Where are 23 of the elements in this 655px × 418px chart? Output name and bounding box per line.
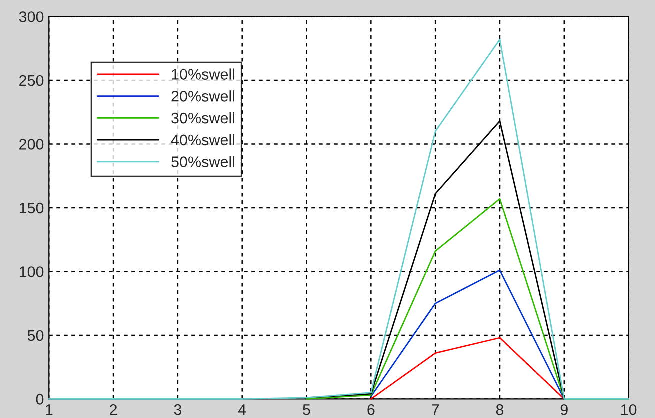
x-tick-label: 2 — [110, 404, 118, 416]
x-tick-label: 10 — [621, 404, 637, 416]
x-tick-label: 6 — [368, 404, 375, 416]
x-tick-label: 5 — [303, 404, 310, 416]
x-tick-label: 8 — [496, 404, 504, 416]
legend-label: 50%swell — [172, 156, 235, 168]
x-tick-label: 3 — [174, 404, 182, 416]
line-series — [370, 270, 566, 400]
legend-label: 40%swell — [171, 134, 235, 146]
y-tick-label: 200 — [20, 139, 44, 150]
x-tick-label: 9 — [560, 404, 568, 416]
y-tick-label: 250 — [20, 75, 44, 86]
x-tick-label: 1 — [46, 404, 53, 416]
y-tick-label: 150 — [20, 202, 44, 214]
y-tick-label: 0 — [36, 394, 44, 405]
legend-label: 10%swell — [172, 68, 235, 80]
legend-label: 30%swell — [172, 112, 235, 124]
x-tick-label: 7 — [432, 404, 440, 416]
y-tick-label: 50 — [28, 330, 44, 342]
y-tick-label: 100 — [20, 266, 44, 278]
y-tick-label: 300 — [19, 12, 44, 22]
legend-label: 20%swell — [172, 90, 235, 102]
x-tick-label: 4 — [238, 404, 246, 416]
